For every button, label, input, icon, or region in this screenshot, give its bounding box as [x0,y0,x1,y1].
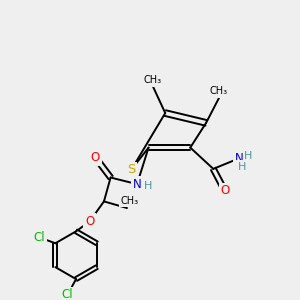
Text: H: H [238,162,246,172]
Text: N: N [133,178,141,190]
Text: CH₃: CH₃ [144,75,162,85]
Text: H: H [144,182,152,191]
Text: Cl: Cl [34,231,45,244]
Text: H: H [244,151,253,161]
Text: O: O [220,184,230,197]
Text: CH₃: CH₃ [210,86,228,97]
Text: N: N [235,152,244,165]
Text: S: S [127,163,136,176]
Text: O: O [85,215,94,228]
Text: CH₃: CH₃ [121,196,139,206]
Text: O: O [91,151,100,164]
Text: Cl: Cl [61,288,73,300]
